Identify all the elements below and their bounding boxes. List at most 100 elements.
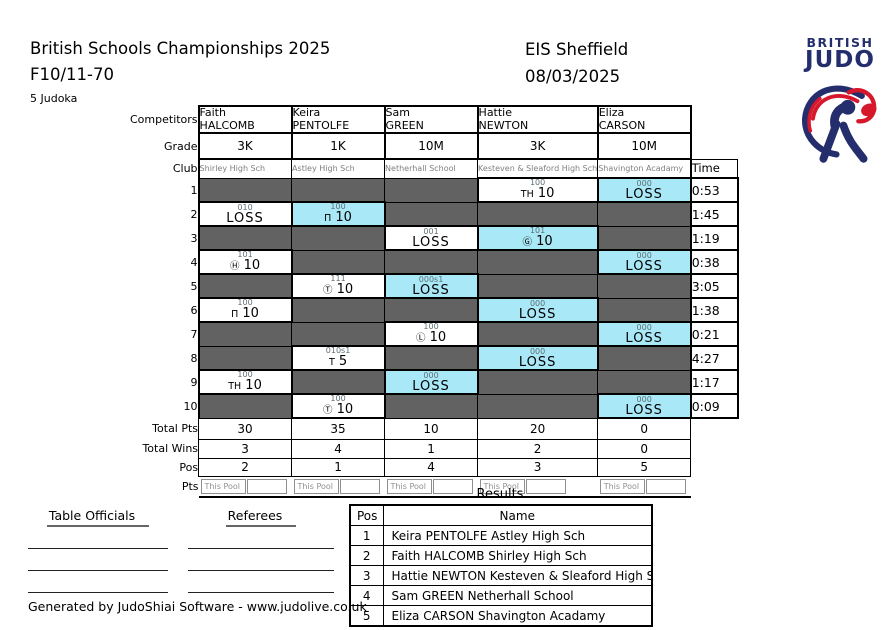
score-detail: 100 [237, 370, 253, 379]
results-table: Pos Name 1 Keira PENTOLFE Astley High Sch 2 F… [349, 504, 653, 627]
match-cell-blue: 000 LOSS [596, 393, 692, 419]
referees-heading: Referees [225, 508, 297, 527]
position-cell: 1 [291, 457, 386, 477]
pts-blank-box [645, 478, 686, 494]
match-cell-inactive [477, 321, 599, 347]
grade-cell: 1K [290, 132, 386, 160]
match-cell-blue: 100 Π 10 [290, 201, 386, 227]
technique-symbol: Π [324, 213, 332, 224]
match-cell-inactive [597, 345, 692, 371]
technique-symbol: Ⓛ [415, 333, 426, 344]
result-name-cell: Faith HALCOMB Shirley High Sch [382, 545, 653, 566]
competitors-label: Competitors [130, 113, 198, 126]
match-cell-white: 100 Π 10 [197, 297, 293, 323]
spacer-cell [691, 418, 738, 439]
match-row: 10 100 Ⓣ 10 000 LOSS 0:09 [130, 393, 739, 419]
match-row: 3 001 LOSS 101 Ⓖ 10 1:19 [130, 225, 739, 251]
results-row: 4 Sam GREEN Netherhall School [349, 585, 653, 606]
match-cell-inactive [197, 321, 293, 347]
match-number-label: 10 [183, 399, 198, 413]
match-number-label: 6 [190, 303, 198, 317]
competitors-row: Competitors Faith HALCOMB Keira PENTOLFE Sam G… [130, 105, 738, 134]
match-number-label: 7 [190, 327, 198, 341]
match-cell-inactive [291, 321, 386, 347]
position-row: Pos 2 1 4 3 5 [130, 457, 738, 477]
total-pts-label: Total Pts [152, 422, 199, 435]
match-cell-white: 111 Ⓣ 10 [290, 273, 386, 299]
match-cell-white: 100 TH 10 [476, 177, 599, 203]
result-pos-cell: 2 [349, 545, 384, 566]
technique-symbol: Ⓖ [522, 237, 533, 248]
score-detail: 000 [529, 298, 546, 308]
signature-line [188, 592, 334, 593]
total-wins-label: Total Wins [142, 442, 199, 455]
judoka-count: 5 Judoka [30, 92, 78, 105]
match-number-label: 2 [190, 207, 198, 221]
technique-symbol: TH [520, 189, 534, 200]
referees-section: Referees [188, 505, 334, 593]
logo-text-british: BRITISH [806, 35, 874, 50]
club-row: Club Shirley High Sch Astley High Sch Nethe… [130, 158, 739, 179]
match-time-cell: 1:19 [689, 225, 739, 251]
match-cell-inactive [291, 297, 386, 323]
pool-sheet-body: Competitors Faith HALCOMB Keira PENTOLFE Sam G… [130, 105, 739, 498]
score-detail: 111 [330, 274, 346, 283]
total-pts-row: Total Pts 30 35 10 20 0 [130, 417, 738, 440]
score-detail: 101 [237, 250, 253, 259]
total-wins-cell: 3 [198, 438, 293, 459]
score-detail: 100 [423, 322, 439, 331]
pts-cell: This Pool [477, 476, 598, 498]
match-cell-blue: 000 LOSS [476, 345, 599, 371]
match-time-cell: 4:27 [689, 345, 739, 371]
club-cell: Netherhall School [384, 158, 479, 179]
match-cell-blue: 000 LOSS [596, 321, 692, 347]
competitor-name-cell: Eliza CARSON [596, 105, 692, 134]
score-detail: 101 [529, 226, 546, 235]
competitor-name-cell: Keira PENTOLFE [290, 105, 386, 134]
match-cell-white: 001 LOSS [383, 225, 479, 251]
pts-label: Pts [181, 480, 199, 493]
score-detail: 000s1 [418, 274, 444, 284]
match-cell-white: 010 LOSS [197, 201, 293, 227]
result-pos-cell: 3 [349, 565, 384, 586]
results-name-header: Name [382, 504, 653, 526]
grade-cell: 3K [197, 132, 293, 160]
match-cell-blue: 000 LOSS [383, 369, 479, 395]
match-cell-inactive [291, 369, 386, 395]
match-cell-blue: 000s1 LOSS [383, 273, 479, 299]
pts-blank-box [339, 478, 380, 494]
score-detail: 100 [237, 298, 253, 307]
technique-symbol: Π [231, 309, 239, 320]
match-row: 1 100 TH 10 000 LOSS 0:53 [130, 177, 739, 203]
total-wins-cell: 0 [597, 438, 692, 459]
table-officials-heading: Table Officials [46, 508, 150, 527]
match-cell-white: 100 Ⓣ 10 [290, 393, 386, 419]
spacer-cell [691, 133, 738, 159]
match-cell-blue: 000 LOSS [596, 177, 692, 203]
time-column-header: Time [690, 158, 739, 179]
grade-row: Grade 3K 1K 10M 3K 10M [130, 132, 738, 160]
score-detail: 100 [529, 178, 546, 187]
score-detail: 100 [330, 394, 346, 403]
competitor-name-cell: Hattie NEWTON [476, 105, 599, 134]
position-cell: 2 [198, 457, 293, 477]
match-number-label: 9 [190, 375, 198, 389]
signature-line [28, 592, 168, 593]
position-cell: 3 [477, 457, 599, 477]
match-cell-inactive [384, 177, 479, 203]
this-pool-box: This Pool [293, 478, 339, 494]
results-title: Results [476, 487, 524, 502]
match-row: 5 111 Ⓣ 10 000s1 LOSS 3:05 [130, 273, 739, 299]
pool-sheet-table: Competitors Faith HALCOMB Keira PENTOLFE Sam G… [130, 105, 739, 498]
judoka-figure-icon [802, 85, 877, 163]
match-number-label: 5 [190, 279, 198, 293]
pts-blank-box [525, 478, 566, 494]
competitor-name-cell: Faith HALCOMB [197, 105, 293, 134]
match-cell-white: 010s1 T 5 [290, 345, 386, 371]
match-cell-white: 101 Ⓗ 10 [197, 249, 293, 275]
match-cell-inactive [197, 225, 293, 251]
match-cell-blue: 000 LOSS [476, 297, 599, 323]
match-cell-inactive [197, 273, 293, 299]
score-detail: 000 [636, 322, 652, 332]
competitor-name-cell: Sam GREEN [383, 105, 479, 134]
